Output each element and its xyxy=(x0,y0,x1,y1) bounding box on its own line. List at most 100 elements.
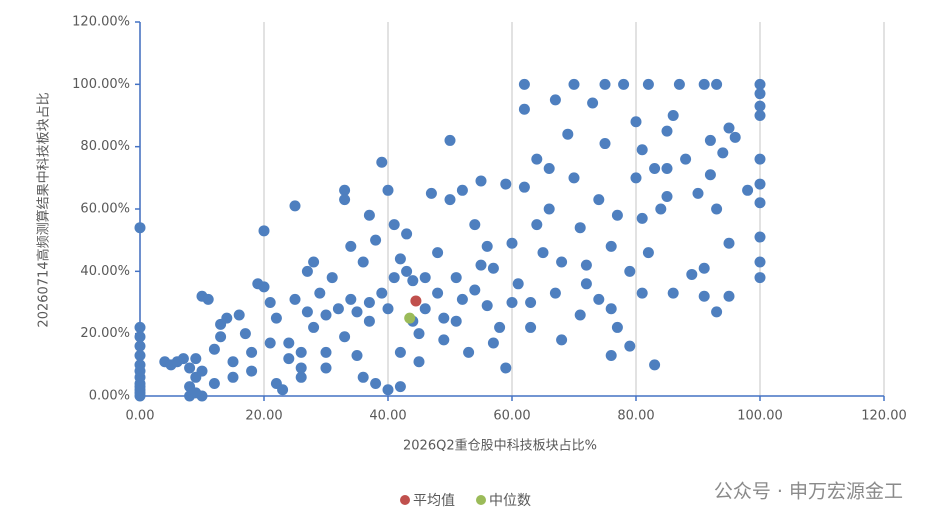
point xyxy=(432,287,444,299)
y-axis-label: 20260714高频测算结果中科技板块占比 xyxy=(36,92,52,327)
point xyxy=(500,178,512,190)
point xyxy=(475,259,487,271)
point xyxy=(512,278,524,290)
point xyxy=(270,312,282,324)
x-tick-label: 120.00 xyxy=(861,409,907,424)
point xyxy=(506,237,518,249)
y-tick-label: 60.00% xyxy=(80,202,130,217)
point xyxy=(481,240,493,252)
point xyxy=(549,94,561,106)
point xyxy=(475,175,487,187)
point xyxy=(593,293,605,305)
point xyxy=(636,287,648,299)
point xyxy=(642,78,654,90)
point xyxy=(134,321,146,333)
point xyxy=(593,194,605,206)
point xyxy=(667,110,679,121)
point xyxy=(549,287,561,299)
point xyxy=(605,240,617,252)
point xyxy=(357,371,369,383)
point xyxy=(363,315,375,327)
point xyxy=(208,343,220,355)
point xyxy=(636,144,648,156)
x-tick-label: 100.00 xyxy=(737,409,783,424)
point xyxy=(673,78,685,90)
point xyxy=(686,268,698,280)
point xyxy=(215,331,227,343)
point xyxy=(692,187,704,199)
point xyxy=(661,191,673,203)
point xyxy=(134,331,146,343)
point xyxy=(227,356,239,368)
point xyxy=(667,287,679,299)
point xyxy=(698,262,710,274)
point xyxy=(729,131,741,143)
point xyxy=(574,222,586,234)
point xyxy=(531,153,543,165)
point xyxy=(370,234,382,246)
point xyxy=(717,147,729,159)
point xyxy=(258,281,270,293)
point xyxy=(754,231,766,243)
point xyxy=(469,284,481,296)
point xyxy=(202,293,214,305)
point xyxy=(289,200,301,212)
point xyxy=(326,272,338,284)
point xyxy=(562,128,574,140)
point xyxy=(754,110,766,121)
point xyxy=(618,78,630,90)
legend-marker xyxy=(400,495,410,505)
legend-label: 平均值 xyxy=(413,493,455,509)
point xyxy=(605,303,617,315)
point xyxy=(419,272,431,284)
point xyxy=(723,290,735,302)
point xyxy=(605,349,617,361)
point xyxy=(320,346,332,358)
point xyxy=(599,138,611,150)
point xyxy=(351,349,363,361)
point xyxy=(134,349,146,361)
point xyxy=(184,362,196,374)
point xyxy=(518,181,530,193)
point xyxy=(711,306,723,318)
point xyxy=(190,387,202,399)
point xyxy=(525,321,537,333)
legend-label: 中位数 xyxy=(489,493,531,509)
point xyxy=(680,153,692,165)
point xyxy=(754,272,766,284)
legend-marker xyxy=(476,495,486,505)
point xyxy=(345,293,357,305)
point xyxy=(556,334,568,346)
point xyxy=(401,228,413,240)
point xyxy=(388,272,400,284)
point xyxy=(177,353,189,365)
y-tick-label: 100.00% xyxy=(72,77,130,92)
point xyxy=(289,293,301,305)
x-tick-label: 80.00 xyxy=(617,409,654,424)
point xyxy=(264,297,276,308)
point xyxy=(754,78,766,90)
point xyxy=(382,384,394,396)
point xyxy=(295,346,307,358)
point xyxy=(196,365,208,377)
point xyxy=(419,303,431,315)
point xyxy=(531,219,543,231)
point xyxy=(308,321,320,333)
point xyxy=(698,78,710,90)
point xyxy=(283,337,295,349)
point xyxy=(704,169,716,181)
point xyxy=(376,156,388,168)
point xyxy=(611,209,623,221)
y-tick-label: 40.00% xyxy=(80,264,130,279)
point xyxy=(500,362,512,374)
point xyxy=(580,259,592,271)
point xyxy=(382,303,394,315)
point xyxy=(388,219,400,231)
point xyxy=(537,247,549,259)
point xyxy=(568,78,580,90)
point xyxy=(599,78,611,90)
point xyxy=(661,125,673,137)
point xyxy=(363,209,375,221)
point xyxy=(450,315,462,327)
